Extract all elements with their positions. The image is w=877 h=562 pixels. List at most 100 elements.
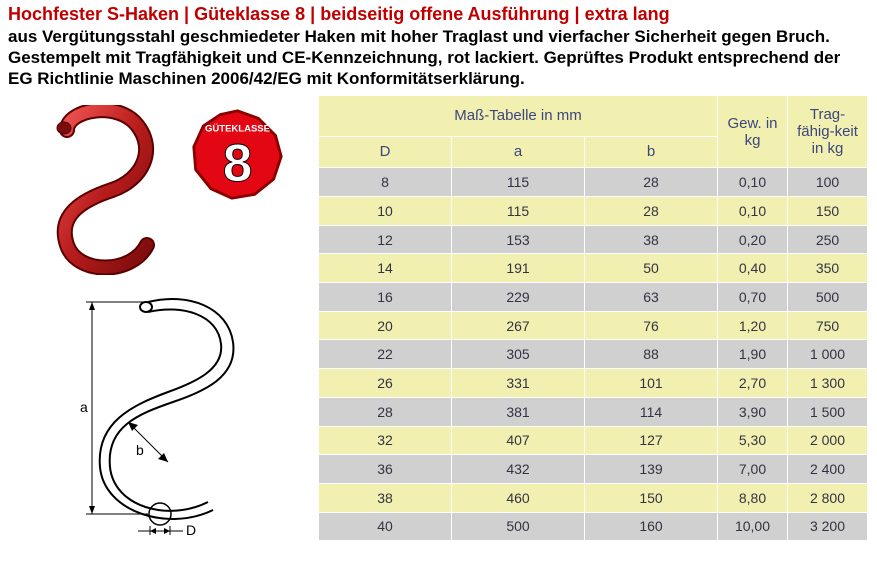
cell-b: 139 xyxy=(585,455,718,484)
cell-D: 26 xyxy=(319,369,452,398)
s-hook-icon xyxy=(42,105,172,275)
cell-D: 20 xyxy=(319,311,452,340)
dimension-drawing: D a b xyxy=(8,283,318,537)
cell-gew: 0,10 xyxy=(718,168,788,197)
cell-b: 88 xyxy=(585,340,718,369)
cell-b: 114 xyxy=(585,397,718,426)
cell-a: 432 xyxy=(452,455,585,484)
cell-b: 38 xyxy=(585,225,718,254)
table-row: 10115280,10150 xyxy=(319,197,868,226)
col-b: b xyxy=(585,136,718,168)
cell-a: 460 xyxy=(452,483,585,512)
dim-label-b: b xyxy=(136,442,144,458)
cell-b: 160 xyxy=(585,512,718,541)
table-row: 324071275,302 000 xyxy=(319,426,868,455)
page-title: Hochfester S-Haken | Güteklasse 8 | beid… xyxy=(8,4,869,26)
grade-badge: GÜTEKLASSE 8 xyxy=(190,105,285,207)
cell-trag: 1 300 xyxy=(788,369,868,398)
table-row: 22305881,901 000 xyxy=(319,340,868,369)
cell-a: 331 xyxy=(452,369,585,398)
col-a: a xyxy=(452,136,585,168)
cell-D: 8 xyxy=(319,168,452,197)
table-row: 384601508,802 800 xyxy=(319,483,868,512)
table-row: 8115280,10100 xyxy=(319,168,868,197)
cell-gew: 0,70 xyxy=(718,283,788,312)
cell-D: 36 xyxy=(319,455,452,484)
cell-D: 16 xyxy=(319,283,452,312)
table-row: 364321397,002 400 xyxy=(319,455,868,484)
cell-a: 115 xyxy=(452,168,585,197)
illustration-column: GÜTEKLASSE 8 D xyxy=(8,95,318,537)
cell-gew: 0,40 xyxy=(718,254,788,283)
cell-a: 191 xyxy=(452,254,585,283)
cell-b: 28 xyxy=(585,197,718,226)
cell-D: 32 xyxy=(319,426,452,455)
cell-D: 40 xyxy=(319,512,452,541)
table-row: 16229630,70500 xyxy=(319,283,868,312)
cell-gew: 1,20 xyxy=(718,311,788,340)
col-trag: Trag-fähig-keit in kg xyxy=(788,96,868,168)
cell-D: 10 xyxy=(319,197,452,226)
cell-trag: 500 xyxy=(788,283,868,312)
cell-D: 22 xyxy=(319,340,452,369)
grade-badge-icon: GÜTEKLASSE 8 xyxy=(190,107,285,202)
cell-gew: 10,00 xyxy=(718,512,788,541)
cell-b: 63 xyxy=(585,283,718,312)
cell-D: 38 xyxy=(319,483,452,512)
cell-gew: 1,90 xyxy=(718,340,788,369)
spec-table: Maß-Tabelle in mm Gew. in kg Trag-fähig-… xyxy=(318,95,868,541)
cell-trag: 150 xyxy=(788,197,868,226)
cell-a: 500 xyxy=(452,512,585,541)
cell-trag: 2 000 xyxy=(788,426,868,455)
cell-b: 127 xyxy=(585,426,718,455)
cell-gew: 5,30 xyxy=(718,426,788,455)
cell-trag: 100 xyxy=(788,168,868,197)
cell-a: 267 xyxy=(452,311,585,340)
table-row: 263311012,701 300 xyxy=(319,369,868,398)
table-body: 8115280,1010010115280,1015012153380,2025… xyxy=(319,168,868,541)
cell-gew: 2,70 xyxy=(718,369,788,398)
dim-label-d: D xyxy=(186,522,196,537)
cell-a: 229 xyxy=(452,283,585,312)
col-d: D xyxy=(319,136,452,168)
cell-gew: 3,90 xyxy=(718,397,788,426)
cell-D: 14 xyxy=(319,254,452,283)
cell-D: 28 xyxy=(319,397,452,426)
cell-b: 50 xyxy=(585,254,718,283)
cell-trag: 1 500 xyxy=(788,397,868,426)
illustration-row: GÜTEKLASSE 8 xyxy=(42,105,285,275)
cell-trag: 2 800 xyxy=(788,483,868,512)
cell-gew: 0,10 xyxy=(718,197,788,226)
cell-gew: 8,80 xyxy=(718,483,788,512)
cell-a: 305 xyxy=(452,340,585,369)
cell-trag: 2 400 xyxy=(788,455,868,484)
cell-b: 150 xyxy=(585,483,718,512)
cell-gew: 7,00 xyxy=(718,455,788,484)
cell-b: 76 xyxy=(585,311,718,340)
table-row: 14191500,40350 xyxy=(319,254,868,283)
dim-label-a: a xyxy=(80,399,88,415)
badge-number: 8 xyxy=(222,134,252,193)
badge-top-text: GÜTEKLASSE xyxy=(205,124,270,135)
cell-a: 153 xyxy=(452,225,585,254)
cell-D: 12 xyxy=(319,225,452,254)
table-row: 283811143,901 500 xyxy=(319,397,868,426)
col-gew: Gew. in kg xyxy=(718,96,788,168)
header: Hochfester S-Haken | Güteklasse 8 | beid… xyxy=(0,0,877,95)
table-row: 20267761,20750 xyxy=(319,311,868,340)
table-row: 4050016010,003 200 xyxy=(319,512,868,541)
content: GÜTEKLASSE 8 D xyxy=(0,95,877,537)
cell-a: 381 xyxy=(452,397,585,426)
cell-gew: 0,20 xyxy=(718,225,788,254)
col-mass-header: Maß-Tabelle in mm xyxy=(319,96,718,136)
cell-b: 28 xyxy=(585,168,718,197)
dimension-drawing-icon: D a b xyxy=(68,287,258,537)
cell-trag: 250 xyxy=(788,225,868,254)
cell-a: 115 xyxy=(452,197,585,226)
table-head: Maß-Tabelle in mm Gew. in kg Trag-fähig-… xyxy=(319,96,868,168)
cell-a: 407 xyxy=(452,426,585,455)
table-row: 12153380,20250 xyxy=(319,225,868,254)
cell-trag: 750 xyxy=(788,311,868,340)
cell-trag: 1 000 xyxy=(788,340,868,369)
cell-b: 101 xyxy=(585,369,718,398)
